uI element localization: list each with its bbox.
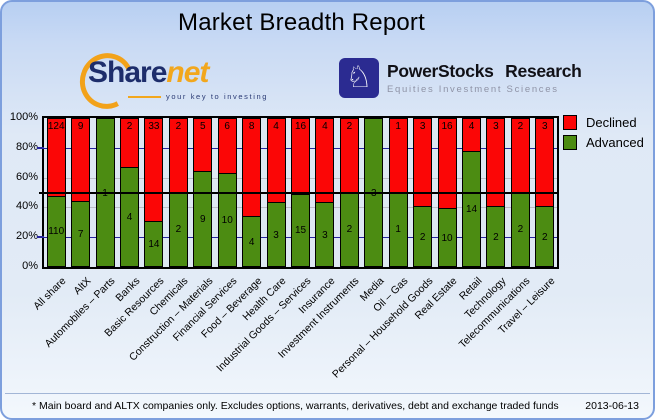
declined-count-label: 4: [273, 121, 279, 132]
footer-divider: [5, 393, 650, 394]
y-tick-100: 100%: [9, 111, 38, 123]
declined-count-label: 3: [493, 121, 499, 132]
declined-segment: [316, 119, 334, 203]
declined-count-label: 16: [441, 121, 453, 132]
advanced-count-label: 10: [441, 232, 453, 244]
declined-count-label: 2: [346, 121, 353, 132]
axis-tick-80: [37, 146, 44, 149]
report-date: 2013-06-13: [585, 400, 639, 412]
declined-segment: [218, 119, 236, 175]
declined-count-label: 2: [517, 121, 524, 132]
sharenet-word-net: net: [166, 56, 209, 89]
declined-segment: [463, 119, 480, 152]
y-tick-0: 0%: [22, 260, 38, 272]
declined-count-label: 16: [294, 121, 307, 132]
sharenet-tagline-row: your key to investing: [128, 92, 268, 101]
advanced-count-label: 3: [322, 229, 328, 241]
declined-count-label: 3: [419, 121, 426, 132]
declined-count-label: 1: [395, 121, 401, 132]
chess-knight-icon: ♘: [345, 61, 373, 94]
advanced-count-label: 2: [542, 231, 548, 243]
declined-segment: [243, 119, 261, 217]
declined-count-label: 8: [248, 121, 255, 132]
legend-item-declined: Declined: [563, 115, 644, 130]
advanced-count-label: 15: [294, 225, 307, 237]
declined-count-label: 124: [47, 121, 65, 132]
page-title: Market Breadth Report: [178, 9, 425, 36]
advanced-count-label: 4: [126, 212, 133, 224]
advanced-count-label: 1: [395, 224, 401, 236]
advanced-count-label: 10: [221, 215, 233, 227]
powerstocks-subtitle: Equities Investment Sciences: [387, 84, 559, 95]
powerstocks-name: PowerStocks Research: [387, 61, 582, 81]
sharenet-tagline-rule: [128, 95, 162, 98]
advanced-count-label: 14: [148, 239, 160, 251]
legend-swatch-declined: [563, 115, 577, 130]
legend-item-advanced: Advanced: [563, 135, 644, 150]
declined-segment: [267, 119, 285, 203]
declined-count-label: 3: [542, 121, 548, 132]
powerstocks-text: PowerStocks Research Equities Investment…: [387, 61, 582, 95]
declined-segment: [47, 119, 65, 197]
advanced-count-label: 110: [48, 226, 65, 238]
advanced-count-label: 7: [77, 228, 84, 240]
declined-segment: [194, 119, 212, 172]
advanced-count-label: 2: [419, 231, 426, 243]
powerstocks-logo: ♘ PowerStocks Research Equities Investme…: [339, 58, 582, 98]
legend-swatch-advanced: [563, 135, 577, 150]
y-tick-80: 80%: [15, 140, 38, 153]
axis-tick-20: [37, 236, 44, 239]
sharenet-word-share: Share: [88, 56, 167, 89]
declined-segment: [414, 119, 432, 208]
advanced-count-label: 4: [248, 236, 255, 248]
sharenet-logo: Sharenet your key to investing: [72, 46, 273, 116]
advanced-count-label: 14: [465, 203, 478, 215]
chart-legend: Declined Advanced: [563, 115, 644, 155]
powerstocks-badge: ♘: [339, 58, 379, 98]
declined-count-label: 33: [148, 121, 160, 132]
advanced-count-label: 9: [200, 213, 206, 225]
footnote: * Main board and ALTX companies only. Ex…: [32, 400, 559, 412]
declined-segment: [536, 119, 554, 208]
declined-count-label: 2: [126, 121, 133, 132]
declined-segment: [438, 119, 456, 210]
declined-count-label: 6: [224, 121, 230, 132]
declined-segment: [487, 119, 505, 208]
advanced-count-label: 2: [493, 231, 499, 243]
declined-segment: [121, 119, 138, 168]
y-tick-40: 40%: [15, 200, 38, 213]
declined-segment: [72, 119, 90, 202]
y-tick-20: 20%: [15, 230, 38, 243]
declined-segment: [292, 119, 309, 195]
advanced-count-label: 3: [273, 229, 279, 241]
plot-area: 1241109712433142259610844316154322311321…: [37, 116, 559, 269]
sharenet-wordmark: Sharenet: [88, 56, 273, 95]
y-tick-60: 60%: [15, 170, 38, 183]
advanced-count-label: 2: [346, 224, 353, 236]
declined-count-label: 2: [175, 121, 182, 132]
advanced-count-label: 2: [517, 224, 524, 236]
declined-segment: [145, 119, 163, 223]
fifty-percent-line: [39, 191, 557, 194]
declined-count-label: 5: [200, 121, 206, 132]
legend-label-advanced: Advanced: [586, 135, 644, 150]
legend-label-declined: Declined: [586, 115, 637, 130]
advanced-count-label: 2: [175, 224, 182, 236]
declined-count-label: 9: [77, 121, 84, 132]
declined-count-label: 4: [468, 121, 475, 132]
declined-count-label: 4: [322, 121, 328, 132]
sharenet-tagline: your key to investing: [166, 92, 268, 101]
